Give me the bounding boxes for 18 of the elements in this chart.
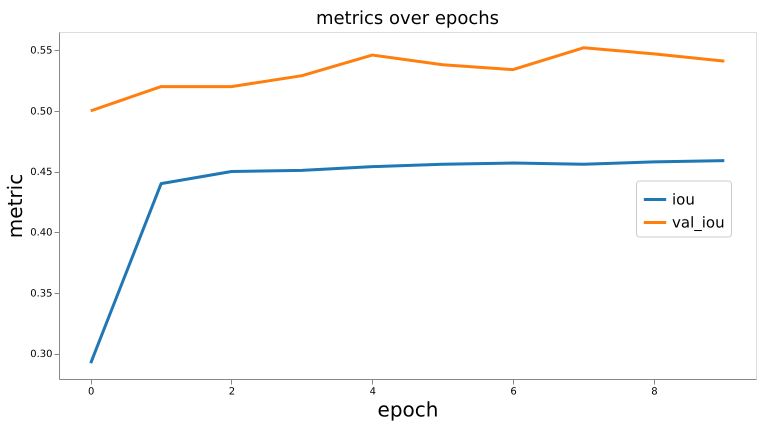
x-axis-title: epoch — [378, 398, 438, 422]
chart-title: metrics over epochs — [316, 8, 500, 29]
line-series — [89, 46, 726, 112]
y-tick-label: 0.30 — [30, 349, 52, 360]
y-tick-label: 0.50 — [30, 106, 52, 118]
y-axis-title: metric — [3, 174, 28, 238]
legend-label: val_iou — [672, 214, 725, 232]
x-tick-label: 0 — [88, 386, 94, 398]
y-tick-label: 0.40 — [30, 228, 52, 239]
x-tick-label: 2 — [228, 386, 236, 398]
x-tick-label: 8 — [651, 386, 658, 398]
line-series — [89, 159, 726, 365]
legend-label: iou — [672, 190, 695, 208]
y-tick-label: 0.45 — [30, 167, 52, 178]
x-tick-label: 6 — [510, 386, 517, 398]
y-tick-label: 0.55 — [30, 46, 52, 57]
x-tick-label: 4 — [370, 386, 376, 398]
y-tick-label: 0.35 — [30, 288, 52, 300]
